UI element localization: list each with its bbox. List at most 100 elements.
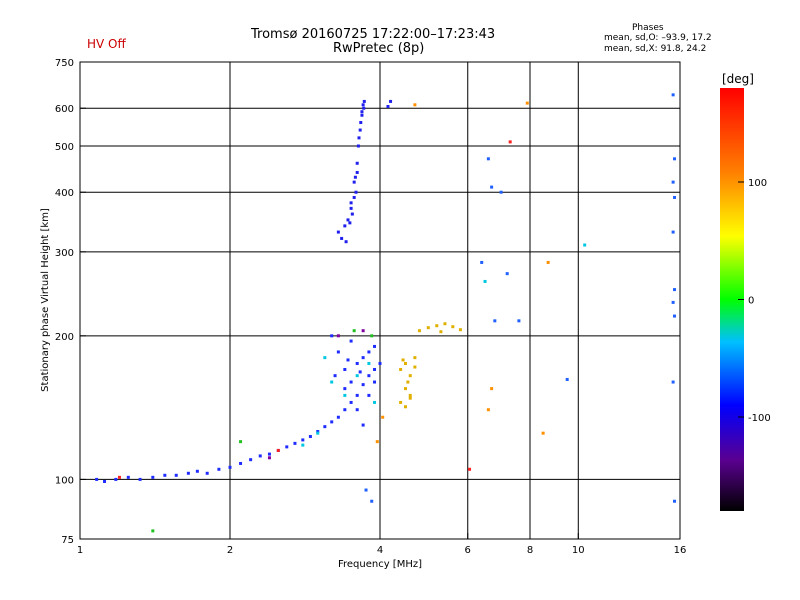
data-point [361, 423, 365, 427]
data-point [483, 279, 487, 283]
colorbar-tick-label: 0 [748, 296, 754, 307]
x-tick-label: 1 [77, 545, 83, 556]
data-point [386, 105, 390, 109]
data-point [399, 400, 403, 404]
data-point [361, 329, 365, 333]
colorbar-tick-label: -100 [748, 413, 771, 424]
data-point [362, 99, 366, 103]
data-point [343, 408, 347, 412]
data-point [367, 350, 371, 354]
data-point [343, 367, 347, 371]
data-point [356, 144, 360, 148]
data-point [361, 103, 365, 107]
y-tick-label: 100 [55, 475, 74, 486]
data-point [406, 380, 410, 384]
data-point [673, 157, 677, 161]
data-point [138, 477, 142, 481]
x-tick-label: 10 [572, 545, 585, 556]
data-point [151, 475, 155, 479]
data-point [205, 471, 209, 475]
x-axis-label: Frequency [MHz] [338, 559, 422, 570]
data-point [293, 441, 297, 445]
data-point [490, 185, 494, 189]
data-point [349, 400, 353, 404]
data-point [348, 221, 352, 225]
data-point [361, 356, 365, 360]
y-tick-label: 200 [55, 332, 74, 343]
data-point [373, 400, 377, 404]
data-point [443, 322, 447, 326]
data-point [344, 240, 348, 244]
colorbar-tick-label: 100 [748, 178, 767, 189]
x-tick-label: 16 [674, 545, 687, 556]
data-point [308, 435, 312, 439]
data-point [671, 300, 675, 304]
data-point [367, 361, 371, 365]
y-axis-label: Stationary phase Virtual Height [km] [40, 208, 51, 392]
y-tick-label: 750 [55, 58, 74, 69]
chart-subtitle: RwPretec (8p) [333, 41, 425, 56]
data-point [413, 365, 417, 369]
data-point [352, 180, 356, 184]
data-point [258, 454, 262, 458]
data-point [350, 212, 354, 216]
data-point [367, 374, 371, 378]
data-point [360, 113, 364, 117]
data-point [373, 344, 377, 348]
data-point [381, 415, 385, 419]
data-point [671, 180, 675, 184]
data-point [343, 387, 347, 391]
data-point [346, 358, 350, 362]
data-point [546, 260, 550, 264]
data-point [451, 325, 455, 329]
data-point [316, 431, 320, 435]
data-point [541, 431, 545, 435]
data-point [403, 361, 407, 365]
data-point [413, 103, 417, 107]
data-point [349, 206, 353, 210]
data-point [355, 393, 359, 397]
data-point [355, 361, 359, 365]
data-point [361, 383, 365, 387]
data-point [103, 479, 107, 483]
data-point [468, 467, 472, 471]
data-point [673, 288, 677, 292]
data-point [370, 334, 374, 338]
data-point [413, 356, 417, 360]
data-point [239, 461, 243, 465]
data-point [276, 448, 280, 452]
data-point [401, 358, 405, 362]
data-point [316, 430, 320, 434]
data-point [353, 175, 357, 179]
chart-title: Tromsø 20160725 17:22:00–17:23:43 [251, 27, 496, 42]
phases-x-stats: mean, sd,X: 91.8, 24.2 [604, 44, 707, 54]
data-point [480, 260, 484, 264]
grid-lines [80, 62, 680, 539]
data-point [355, 408, 359, 412]
data-point [408, 393, 412, 397]
data-point [375, 440, 379, 444]
y-tick-label: 75 [61, 535, 74, 546]
data-point [336, 334, 340, 338]
data-point [114, 477, 118, 481]
data-point [493, 319, 497, 323]
data-point [435, 324, 439, 328]
y-tick-label: 500 [55, 142, 74, 153]
y-tick-label: 600 [55, 104, 74, 115]
data-point [151, 529, 155, 533]
data-point [583, 243, 587, 247]
data-point [373, 380, 377, 384]
colorbar-label: [deg] [722, 72, 754, 86]
data-point [370, 499, 374, 503]
data-point [355, 161, 359, 165]
data-point [408, 374, 412, 378]
data-point [323, 425, 327, 429]
data-point [336, 230, 340, 234]
data-point [163, 473, 167, 477]
data-point [249, 458, 253, 462]
data-point [378, 361, 382, 365]
data-point [517, 319, 521, 323]
data-point [352, 195, 356, 199]
data-point [357, 136, 361, 140]
